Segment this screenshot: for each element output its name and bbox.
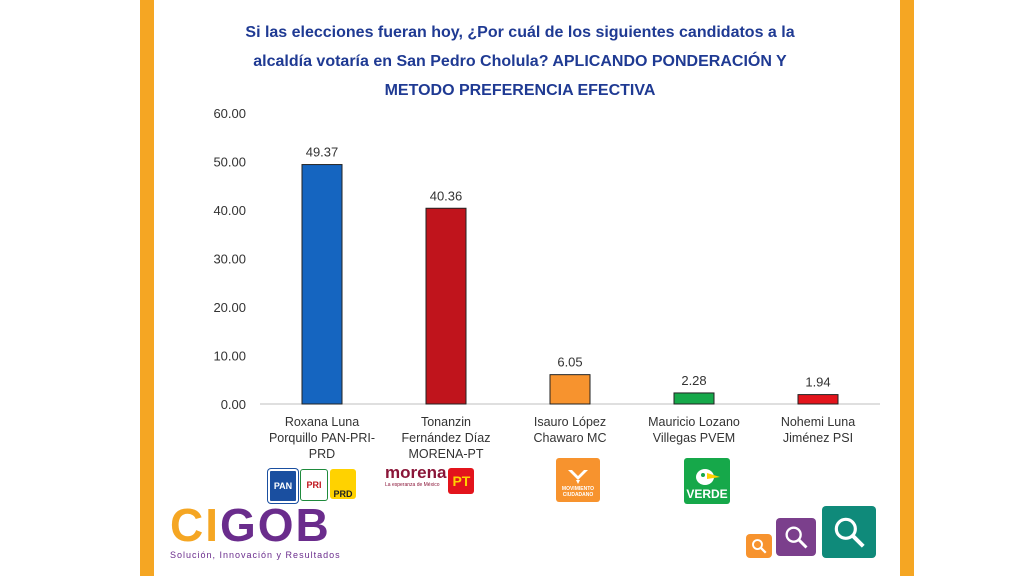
x-tick-label-line: Porquillo PAN-PRI- [268,431,376,445]
left-border [140,0,154,576]
logos-morena-pt: morena La esperanza de México PT [385,463,475,494]
bar [301,164,343,405]
x-tick-label-line: Jiménez PSI [782,431,854,445]
x-tick-label-line: Fernández Díaz [401,431,491,445]
x-tick-label: Isauro López Chawaro MC [510,414,630,446]
eagle-icon [568,470,588,484]
x-tick-label-line: Isauro López [533,415,607,429]
brand-part-2: GOB [220,499,331,551]
x-tick-label-line: MORENA-PT [408,447,484,461]
title-line-1: Si las elecciones fueran hoy, ¿Por cuál … [245,24,795,41]
x-tick-label: Nohemi Luna Jiménez PSI [758,414,878,446]
title-line-3: METODO PREFERENCIA EFECTIVA [384,82,656,99]
cigob-brand: CIGOB Solución, Innovación y Resultados [170,502,341,560]
y-tick-label: 60.00 [213,106,246,121]
x-tick-label: Mauricio Lozano Villegas PVEM [634,414,754,446]
y-tick-label: 0.00 [221,397,246,412]
magnifier-large-icon [822,506,876,558]
title-line-2: alcaldía votaría en San Pedro Cholula? A… [253,53,787,70]
pt-logo: PT [448,468,475,494]
pri-logo: PRI [300,469,328,501]
x-tick-label-line: Villegas PVEM [652,431,736,445]
data-label: 40.36 [430,188,463,203]
logos-pan-pri-prd: PAN PRI PRD [268,469,356,503]
cigob-logo: CIGOB [170,502,341,548]
x-tick-label-line: PRD [308,447,336,461]
y-tick-label: 20.00 [213,300,246,315]
brand-tagline: Solución, Innovación y Resultados [170,550,341,560]
x-tick-label-line: Mauricio Lozano [648,415,740,429]
bar [549,374,591,405]
brand-part-1: CI [170,499,220,551]
mc-logo: MOVIMIENTO CIUDADANO [556,458,600,502]
toucan-icon [696,469,720,485]
morena-logo: morena La esperanza de México [385,463,447,489]
data-label: 49.37 [306,145,339,160]
y-tick-label: 30.00 [213,252,246,267]
x-tick-label-line: Tonanzin [420,415,472,429]
magnifier-medium-icon [776,518,816,556]
x-tick-label-line: Roxana Luna [284,415,360,429]
bar [425,207,467,405]
data-label: 6.05 [557,355,582,370]
magnifier-small-icon [746,534,772,558]
right-border [900,0,914,576]
morena-wordmark: morena [385,463,447,482]
x-tick-label-line: Chawaro MC [533,431,607,445]
morena-tagline: La esperanza de México [385,482,440,488]
x-tick-label: Roxana Luna Porquillo PAN-PRI- PRD [262,414,382,462]
bar [797,394,839,405]
x-tick-label: Tonanzin Fernández Díaz MORENA-PT [386,414,506,462]
chart-title: Si las elecciones fueran hoy, ¿Por cuál … [170,18,870,105]
prd-logo: PRD [330,469,356,499]
data-label: 2.28 [681,373,706,388]
x-tick-label-line: Nohemi Luna [780,415,856,429]
data-label: 1.94 [805,375,830,390]
pan-logo: PAN [268,469,298,503]
pvem-logo: VERDE [684,458,730,504]
y-tick-label: 50.00 [213,155,246,170]
pvem-logo-text: VERDE [686,487,728,501]
bar [673,392,715,405]
y-tick-label: 40.00 [213,203,246,218]
mc-logo-text: MOVIMIENTO CIUDADANO [561,486,595,498]
y-tick-label: 10.00 [213,349,246,364]
